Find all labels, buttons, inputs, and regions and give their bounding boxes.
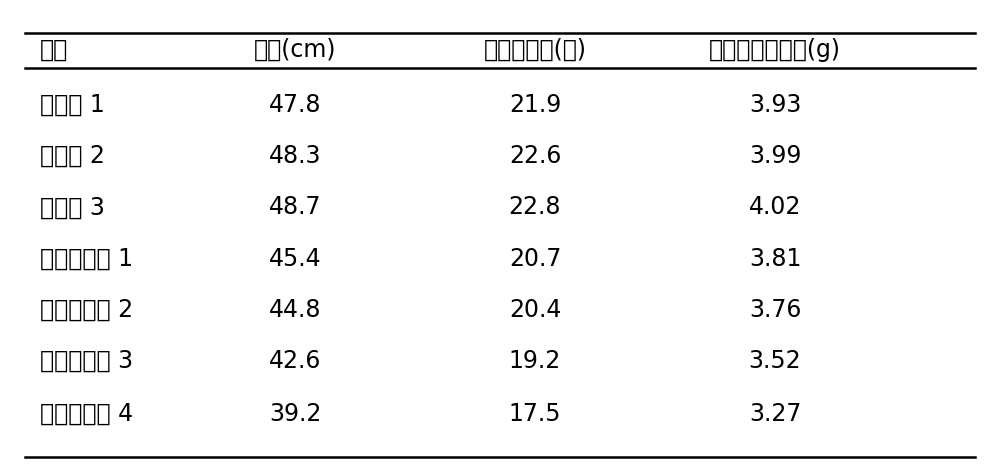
Text: 每穴地上部千重(g): 每穴地上部千重(g) bbox=[709, 38, 841, 62]
Text: 22.8: 22.8 bbox=[509, 195, 561, 219]
Text: 22.6: 22.6 bbox=[509, 144, 561, 168]
Text: 3.27: 3.27 bbox=[749, 402, 801, 426]
Text: 47.8: 47.8 bbox=[269, 93, 321, 117]
Text: 21.9: 21.9 bbox=[509, 93, 561, 117]
Text: 42.6: 42.6 bbox=[269, 349, 321, 373]
Text: 17.5: 17.5 bbox=[509, 402, 561, 426]
Text: 3.81: 3.81 bbox=[749, 247, 801, 271]
Text: 3.52: 3.52 bbox=[749, 349, 801, 373]
Text: 实施例 3: 实施例 3 bbox=[40, 195, 105, 219]
Text: 45.4: 45.4 bbox=[269, 247, 321, 271]
Text: 20.4: 20.4 bbox=[509, 298, 561, 322]
Text: 对比实施例 1: 对比实施例 1 bbox=[40, 247, 133, 271]
Text: 实施例 2: 实施例 2 bbox=[40, 144, 105, 168]
Text: 44.8: 44.8 bbox=[269, 298, 321, 322]
Text: 48.3: 48.3 bbox=[269, 144, 321, 168]
Text: 3.99: 3.99 bbox=[749, 144, 801, 168]
Text: 株高(cm): 株高(cm) bbox=[254, 38, 336, 62]
Text: 组别: 组别 bbox=[40, 38, 68, 62]
Text: 20.7: 20.7 bbox=[509, 247, 561, 271]
Text: 对比实施例 3: 对比实施例 3 bbox=[40, 349, 133, 373]
Text: 实施例 1: 实施例 1 bbox=[40, 93, 105, 117]
Text: 3.76: 3.76 bbox=[749, 298, 801, 322]
Text: 48.7: 48.7 bbox=[269, 195, 321, 219]
Text: 39.2: 39.2 bbox=[269, 402, 321, 426]
Text: 4.02: 4.02 bbox=[749, 195, 801, 219]
Text: 19.2: 19.2 bbox=[509, 349, 561, 373]
Text: 3.93: 3.93 bbox=[749, 93, 801, 117]
Text: 每穴分蘖数(个): 每穴分蘖数(个) bbox=[484, 38, 586, 62]
Text: 对比实施例 4: 对比实施例 4 bbox=[40, 402, 133, 426]
Text: 对比实施例 2: 对比实施例 2 bbox=[40, 298, 133, 322]
